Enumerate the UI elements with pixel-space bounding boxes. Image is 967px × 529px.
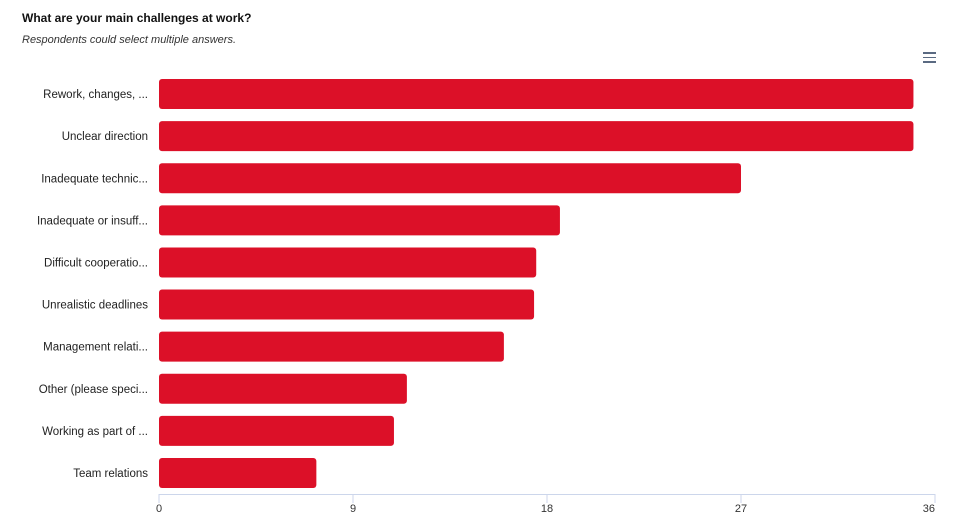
bar[interactable]	[159, 331, 504, 362]
bar[interactable]	[159, 121, 914, 152]
bar[interactable]	[159, 79, 914, 110]
bar[interactable]	[159, 415, 394, 446]
category-label: Other (please speci...	[39, 384, 148, 396]
bar[interactable]	[159, 163, 741, 194]
category-label: Team relations	[73, 468, 148, 480]
category-label: Management relati...	[43, 342, 148, 354]
bar[interactable]	[159, 247, 537, 278]
chart-subtitle: Respondents could select multiple answer…	[22, 34, 237, 46]
category-label: Rework, changes, ...	[43, 89, 148, 101]
chart-title: What are your main challenges at work?	[22, 11, 252, 25]
category-label: Difficult cooperatio...	[44, 257, 148, 269]
category-label: Inadequate or insuff...	[37, 215, 148, 227]
bar[interactable]	[159, 289, 535, 320]
category-label: Unrealistic deadlines	[42, 300, 148, 312]
x-tick-label: 9	[350, 503, 356, 515]
x-tick-label: 0	[156, 503, 162, 515]
bar[interactable]	[159, 457, 317, 488]
category-label: Working as part of ...	[42, 426, 148, 438]
x-tick-label: 18	[541, 503, 553, 515]
category-label: Inadequate technic...	[41, 173, 148, 185]
x-tick-label: 27	[735, 503, 747, 515]
x-tick-label: 36	[923, 503, 935, 515]
bar[interactable]	[159, 373, 407, 404]
bar[interactable]	[159, 205, 560, 236]
chart-menu-icon[interactable]	[923, 52, 939, 66]
category-label: Unclear direction	[62, 131, 148, 143]
